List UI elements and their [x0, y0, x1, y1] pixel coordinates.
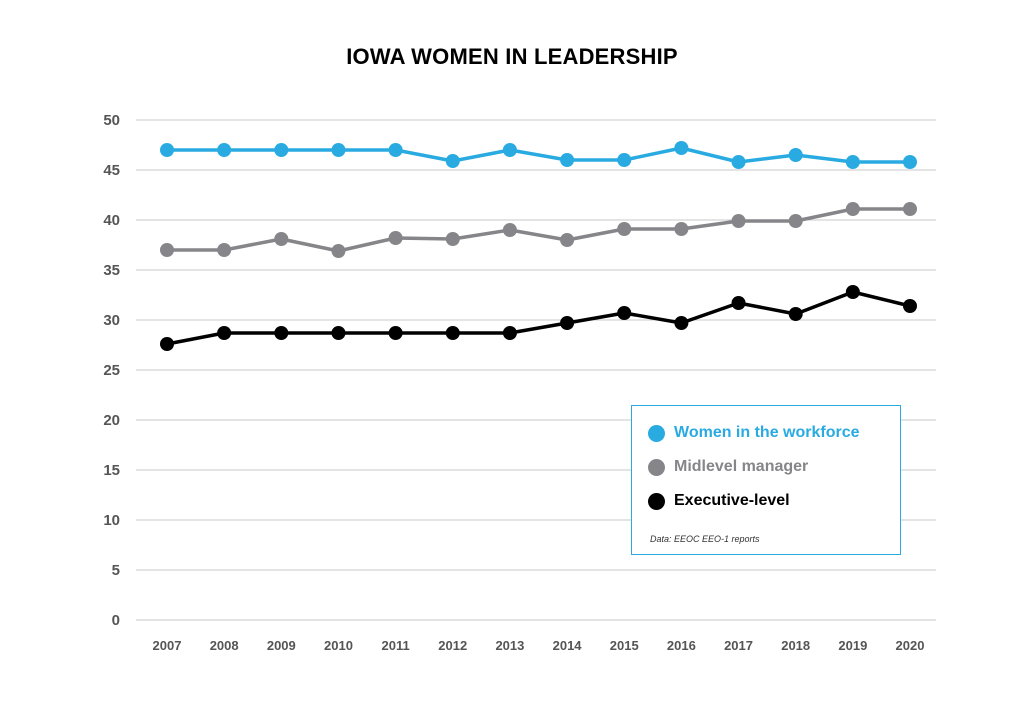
data-point — [845, 155, 860, 169]
series-lines — [160, 141, 917, 351]
data-point — [217, 143, 232, 157]
y-axis-ticks: 0 5 10 15 20 25 30 35 40 45 50 — [103, 112, 120, 629]
x-tick-label: 2020 — [896, 638, 925, 653]
y-tick-label: 25 — [103, 362, 120, 379]
data-point — [331, 143, 346, 157]
data-point — [445, 232, 460, 246]
x-tick-label: 2010 — [324, 638, 353, 653]
y-tick-label: 15 — [103, 462, 120, 479]
data-point — [217, 243, 232, 257]
gridlines — [136, 119, 936, 621]
data-point — [388, 143, 403, 157]
x-tick-label: 2012 — [438, 638, 467, 653]
data-point — [731, 214, 746, 228]
legend-label: Women in the workforce — [674, 424, 860, 441]
y-tick-label: 50 — [103, 112, 120, 129]
data-point — [731, 296, 746, 310]
legend: Women in the workforce Midlevel manager … — [631, 405, 901, 555]
legend-item-midlevel: Midlevel manager — [648, 458, 808, 476]
y-tick-label: 45 — [103, 162, 120, 179]
data-point — [617, 222, 632, 236]
x-tick-label: 2016 — [667, 638, 696, 653]
data-point — [502, 223, 517, 237]
y-tick-label: 30 — [103, 312, 120, 329]
x-tick-label: 2018 — [781, 638, 810, 653]
data-point — [160, 143, 174, 157]
series-line — [167, 146, 910, 164]
data-point — [560, 153, 575, 167]
series-line — [167, 207, 910, 253]
data-point — [845, 285, 860, 299]
legend-label: Midlevel manager — [674, 458, 809, 475]
data-point — [617, 153, 632, 167]
series-1 — [160, 202, 917, 258]
series-2 — [160, 285, 917, 351]
y-tick-label: 0 — [112, 612, 120, 629]
data-point — [502, 326, 517, 340]
x-tick-label: 2019 — [838, 638, 867, 653]
data-point — [274, 143, 289, 157]
x-tick-label: 2007 — [153, 638, 182, 653]
data-point — [788, 307, 803, 321]
y-tick-label: 35 — [103, 262, 120, 279]
data-point — [502, 143, 517, 157]
data-point — [788, 148, 803, 162]
series-0 — [160, 141, 917, 169]
data-point — [617, 306, 632, 320]
data-point — [331, 326, 346, 340]
data-point — [560, 316, 575, 330]
data-point — [160, 243, 174, 257]
x-tick-label: 2013 — [495, 638, 524, 653]
x-tick-label: 2015 — [610, 638, 639, 653]
x-tick-label: 2017 — [724, 638, 753, 653]
legend-label: Executive-level — [674, 492, 790, 509]
legend-item-executive: Executive-level — [648, 492, 790, 510]
data-point — [445, 154, 460, 168]
data-point — [274, 326, 289, 340]
data-point — [160, 337, 174, 351]
data-point — [331, 244, 346, 258]
data-source-note: Data: EEOC EEO-1 reports — [650, 534, 760, 544]
data-point — [674, 222, 689, 236]
x-tick-label: 2011 — [382, 638, 410, 653]
y-tick-label: 5 — [112, 562, 120, 579]
data-point — [674, 141, 689, 155]
series-line — [166, 290, 911, 346]
x-tick-label: 2009 — [267, 638, 296, 653]
x-tick-label: 2014 — [553, 638, 583, 653]
data-point — [788, 214, 803, 228]
legend-item-workforce: Women in the workforce — [648, 424, 860, 442]
legend-marker — [648, 424, 665, 442]
legend-marker — [648, 458, 665, 476]
data-point — [903, 155, 917, 169]
data-point — [903, 299, 917, 313]
data-point — [217, 326, 232, 340]
data-point — [560, 233, 575, 247]
y-tick-label: 10 — [103, 512, 120, 529]
data-point — [388, 326, 403, 340]
data-point — [274, 232, 289, 246]
chart-title: IOWA WOMEN IN LEADERSHIP — [346, 44, 678, 69]
data-point — [845, 202, 860, 216]
x-axis-ticks: 2007 2008 2009 2010 2011 2012 2013 2014 2015 2016… — [153, 638, 925, 653]
data-point — [445, 326, 460, 340]
data-point — [674, 316, 689, 330]
data-point — [388, 231, 403, 245]
y-tick-label: 40 — [103, 212, 120, 229]
data-point — [731, 155, 746, 169]
y-tick-label: 20 — [103, 412, 120, 429]
data-point — [903, 202, 917, 216]
x-tick-label: 2008 — [210, 638, 239, 653]
legend-marker — [648, 492, 665, 510]
